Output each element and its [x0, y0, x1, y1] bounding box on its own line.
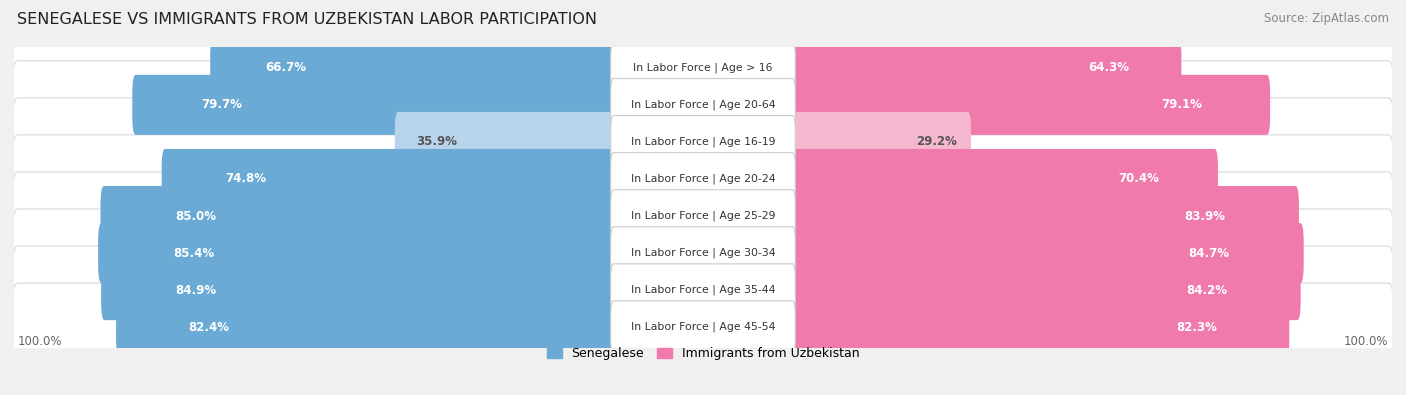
FancyBboxPatch shape [100, 186, 617, 246]
FancyBboxPatch shape [13, 24, 1393, 112]
FancyBboxPatch shape [13, 172, 1393, 260]
FancyBboxPatch shape [13, 61, 1393, 149]
Text: 82.3%: 82.3% [1177, 321, 1218, 334]
FancyBboxPatch shape [162, 149, 617, 209]
Text: 79.1%: 79.1% [1161, 98, 1202, 111]
Text: 83.9%: 83.9% [1184, 209, 1226, 222]
FancyBboxPatch shape [610, 79, 796, 131]
Text: In Labor Force | Age 25-29: In Labor Force | Age 25-29 [631, 211, 775, 221]
FancyBboxPatch shape [610, 190, 796, 243]
Text: In Labor Force | Age > 16: In Labor Force | Age > 16 [633, 62, 773, 73]
FancyBboxPatch shape [13, 135, 1393, 223]
Text: In Labor Force | Age 45-54: In Labor Force | Age 45-54 [631, 322, 775, 333]
FancyBboxPatch shape [789, 38, 1181, 98]
Text: 82.4%: 82.4% [188, 321, 229, 334]
FancyBboxPatch shape [789, 223, 1303, 283]
Text: 79.7%: 79.7% [201, 98, 242, 111]
FancyBboxPatch shape [610, 116, 796, 168]
FancyBboxPatch shape [395, 112, 617, 172]
FancyBboxPatch shape [789, 297, 1289, 357]
Text: 85.0%: 85.0% [176, 209, 217, 222]
FancyBboxPatch shape [610, 152, 796, 205]
FancyBboxPatch shape [98, 223, 617, 283]
Text: 70.4%: 70.4% [1118, 173, 1159, 186]
FancyBboxPatch shape [789, 112, 972, 172]
FancyBboxPatch shape [789, 149, 1218, 209]
Text: 74.8%: 74.8% [225, 173, 266, 186]
Text: In Labor Force | Age 30-34: In Labor Force | Age 30-34 [631, 248, 775, 258]
FancyBboxPatch shape [789, 260, 1301, 320]
Text: 35.9%: 35.9% [416, 135, 457, 149]
Text: 64.3%: 64.3% [1088, 61, 1129, 74]
Text: In Labor Force | Age 20-64: In Labor Force | Age 20-64 [631, 100, 775, 110]
FancyBboxPatch shape [610, 41, 796, 94]
Text: In Labor Force | Age 35-44: In Labor Force | Age 35-44 [631, 285, 775, 295]
FancyBboxPatch shape [789, 186, 1299, 246]
FancyBboxPatch shape [610, 227, 796, 279]
Text: In Labor Force | Age 16-19: In Labor Force | Age 16-19 [631, 137, 775, 147]
Text: 84.2%: 84.2% [1185, 284, 1227, 297]
Text: 100.0%: 100.0% [1344, 335, 1389, 348]
FancyBboxPatch shape [117, 297, 617, 357]
FancyBboxPatch shape [13, 209, 1393, 297]
Text: 100.0%: 100.0% [17, 335, 62, 348]
Text: Source: ZipAtlas.com: Source: ZipAtlas.com [1264, 12, 1389, 25]
Text: 84.7%: 84.7% [1188, 246, 1229, 260]
Text: SENEGALESE VS IMMIGRANTS FROM UZBEKISTAN LABOR PARTICIPATION: SENEGALESE VS IMMIGRANTS FROM UZBEKISTAN… [17, 12, 598, 27]
FancyBboxPatch shape [13, 283, 1393, 371]
Text: In Labor Force | Age 20-24: In Labor Force | Age 20-24 [631, 174, 775, 184]
Legend: Senegalese, Immigrants from Uzbekistan: Senegalese, Immigrants from Uzbekistan [541, 342, 865, 365]
Text: 66.7%: 66.7% [266, 61, 307, 74]
FancyBboxPatch shape [101, 260, 617, 320]
FancyBboxPatch shape [610, 264, 796, 316]
FancyBboxPatch shape [211, 38, 617, 98]
FancyBboxPatch shape [13, 98, 1393, 186]
FancyBboxPatch shape [789, 75, 1270, 135]
Text: 85.4%: 85.4% [173, 246, 214, 260]
FancyBboxPatch shape [610, 301, 796, 354]
Text: 29.2%: 29.2% [915, 135, 956, 149]
FancyBboxPatch shape [13, 246, 1393, 334]
FancyBboxPatch shape [132, 75, 617, 135]
Text: 84.9%: 84.9% [176, 284, 217, 297]
